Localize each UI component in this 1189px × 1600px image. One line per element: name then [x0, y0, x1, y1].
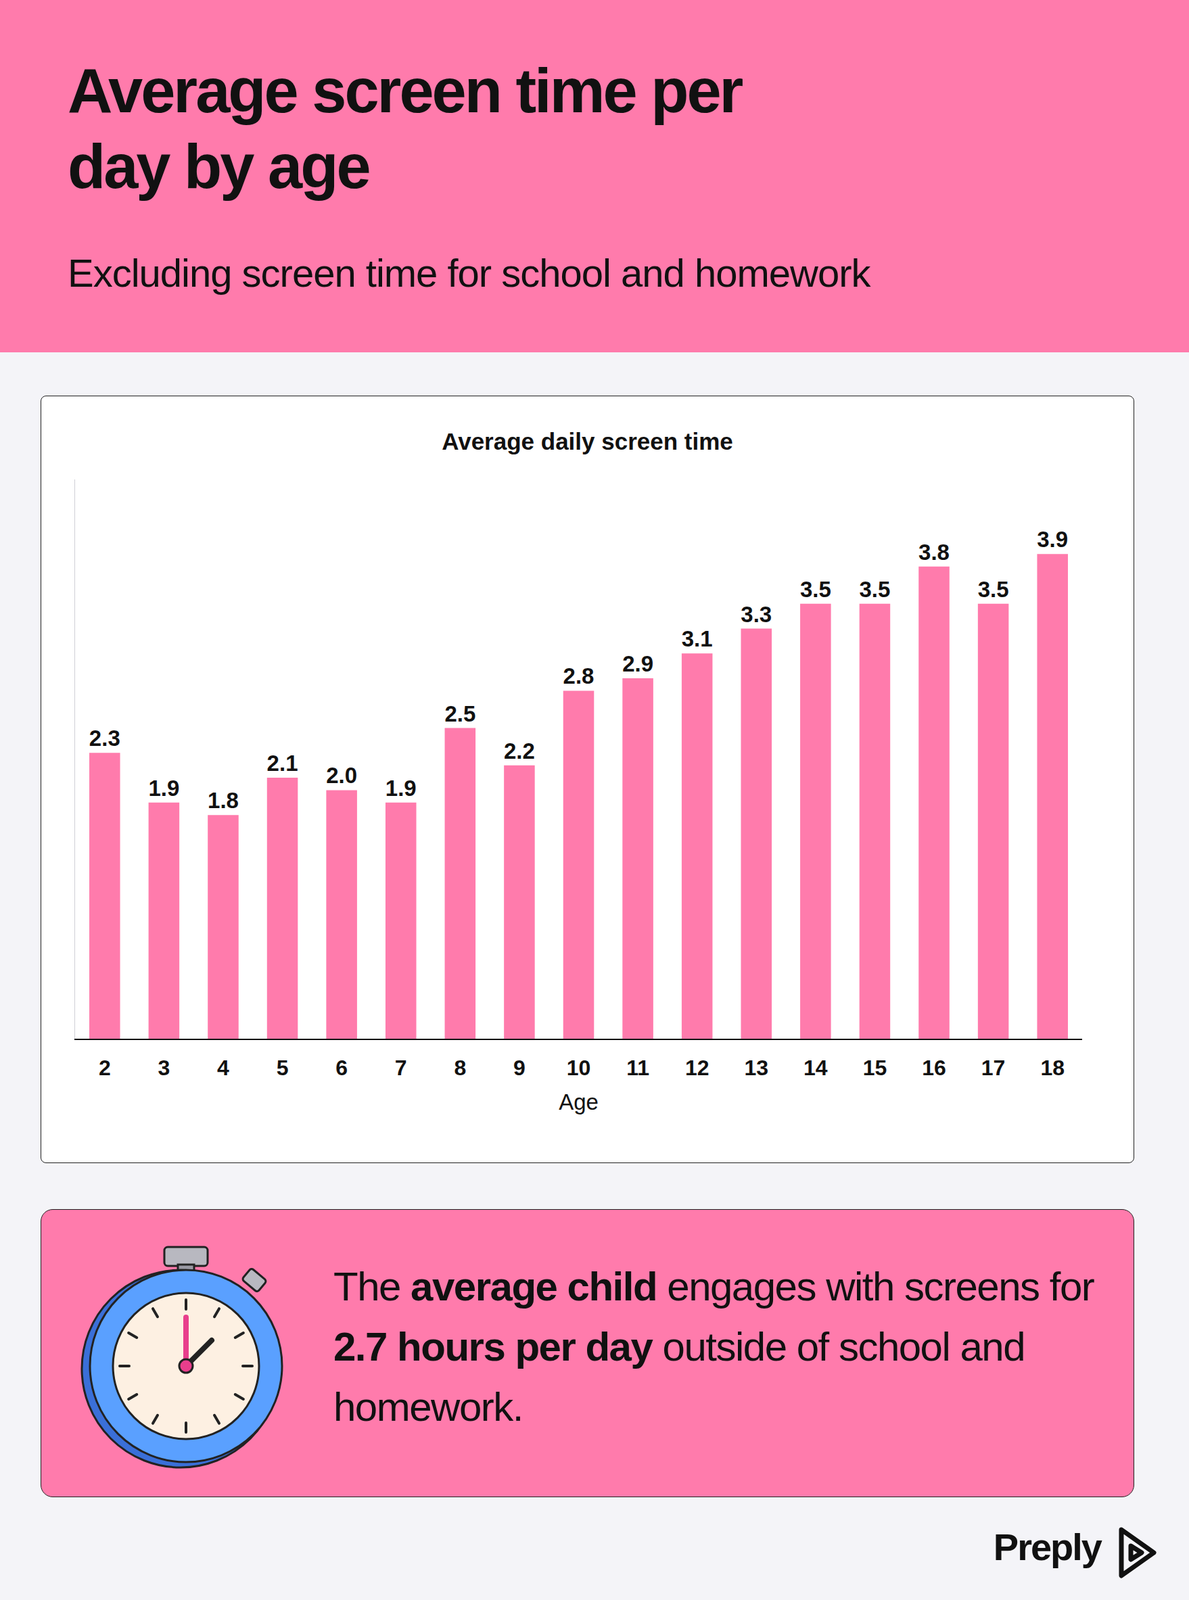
svg-text:10: 10 [566, 1055, 592, 1081]
svg-text:3.5: 3.5 [800, 576, 832, 602]
svg-text:2.5: 2.5 [444, 701, 476, 727]
svg-text:6: 6 [335, 1055, 348, 1081]
svg-text:16: 16 [921, 1055, 947, 1081]
svg-text:9: 9 [513, 1055, 526, 1081]
svg-text:18: 18 [1040, 1055, 1065, 1081]
svg-text:7: 7 [394, 1055, 408, 1081]
svg-text:1.8: 1.8 [207, 787, 239, 813]
svg-text:2.0: 2.0 [325, 762, 358, 788]
svg-text:3.5: 3.5 [859, 576, 891, 602]
svg-text:3.8: 3.8 [918, 539, 950, 565]
svg-text:1.9: 1.9 [385, 775, 417, 801]
html-text:The average child engages with: The average child engages with screens f… [333, 1264, 1094, 1310]
svg-text:3.9: 3.9 [1036, 526, 1068, 552]
svg-text:2.1: 2.1 [267, 750, 299, 776]
svg-text:3.1: 3.1 [681, 626, 713, 652]
svg-text:3: 3 [157, 1055, 170, 1081]
svg-text:14: 14 [803, 1055, 828, 1081]
svg-text:8: 8 [453, 1055, 466, 1081]
svg-text:Average daily screen time: Average daily screen time [441, 428, 734, 455]
html-text:Excluding screen time for scho: Excluding screen time for school and hom… [67, 250, 871, 295]
html-text:2.7 hours per day outside of s: 2.7 hours per day outside of school and … [333, 1324, 1025, 1430]
svg-text:2.9: 2.9 [622, 651, 654, 677]
svg-text:5: 5 [276, 1055, 289, 1081]
svg-text:1.9: 1.9 [148, 775, 180, 801]
svg-text:15: 15 [863, 1055, 888, 1081]
html-text:Preply: Preply [993, 1525, 1102, 1569]
svg-text:3.5: 3.5 [977, 576, 1010, 602]
html-text:Average screen time per day by: Average screen time per day by age [67, 56, 742, 201]
svg-text:13: 13 [743, 1055, 769, 1081]
svg-text:4: 4 [217, 1055, 230, 1081]
svg-text:2: 2 [98, 1055, 111, 1081]
svg-text:3.3: 3.3 [740, 601, 772, 627]
svg-text:17: 17 [981, 1055, 1006, 1081]
svg-text:11: 11 [626, 1055, 650, 1081]
svg-text:12: 12 [685, 1055, 710, 1081]
svg-text:2.2: 2.2 [503, 738, 535, 764]
svg-text:2.8: 2.8 [563, 663, 595, 689]
svg-text:2.3: 2.3 [89, 725, 121, 751]
svg-text:Age: Age [558, 1089, 599, 1115]
